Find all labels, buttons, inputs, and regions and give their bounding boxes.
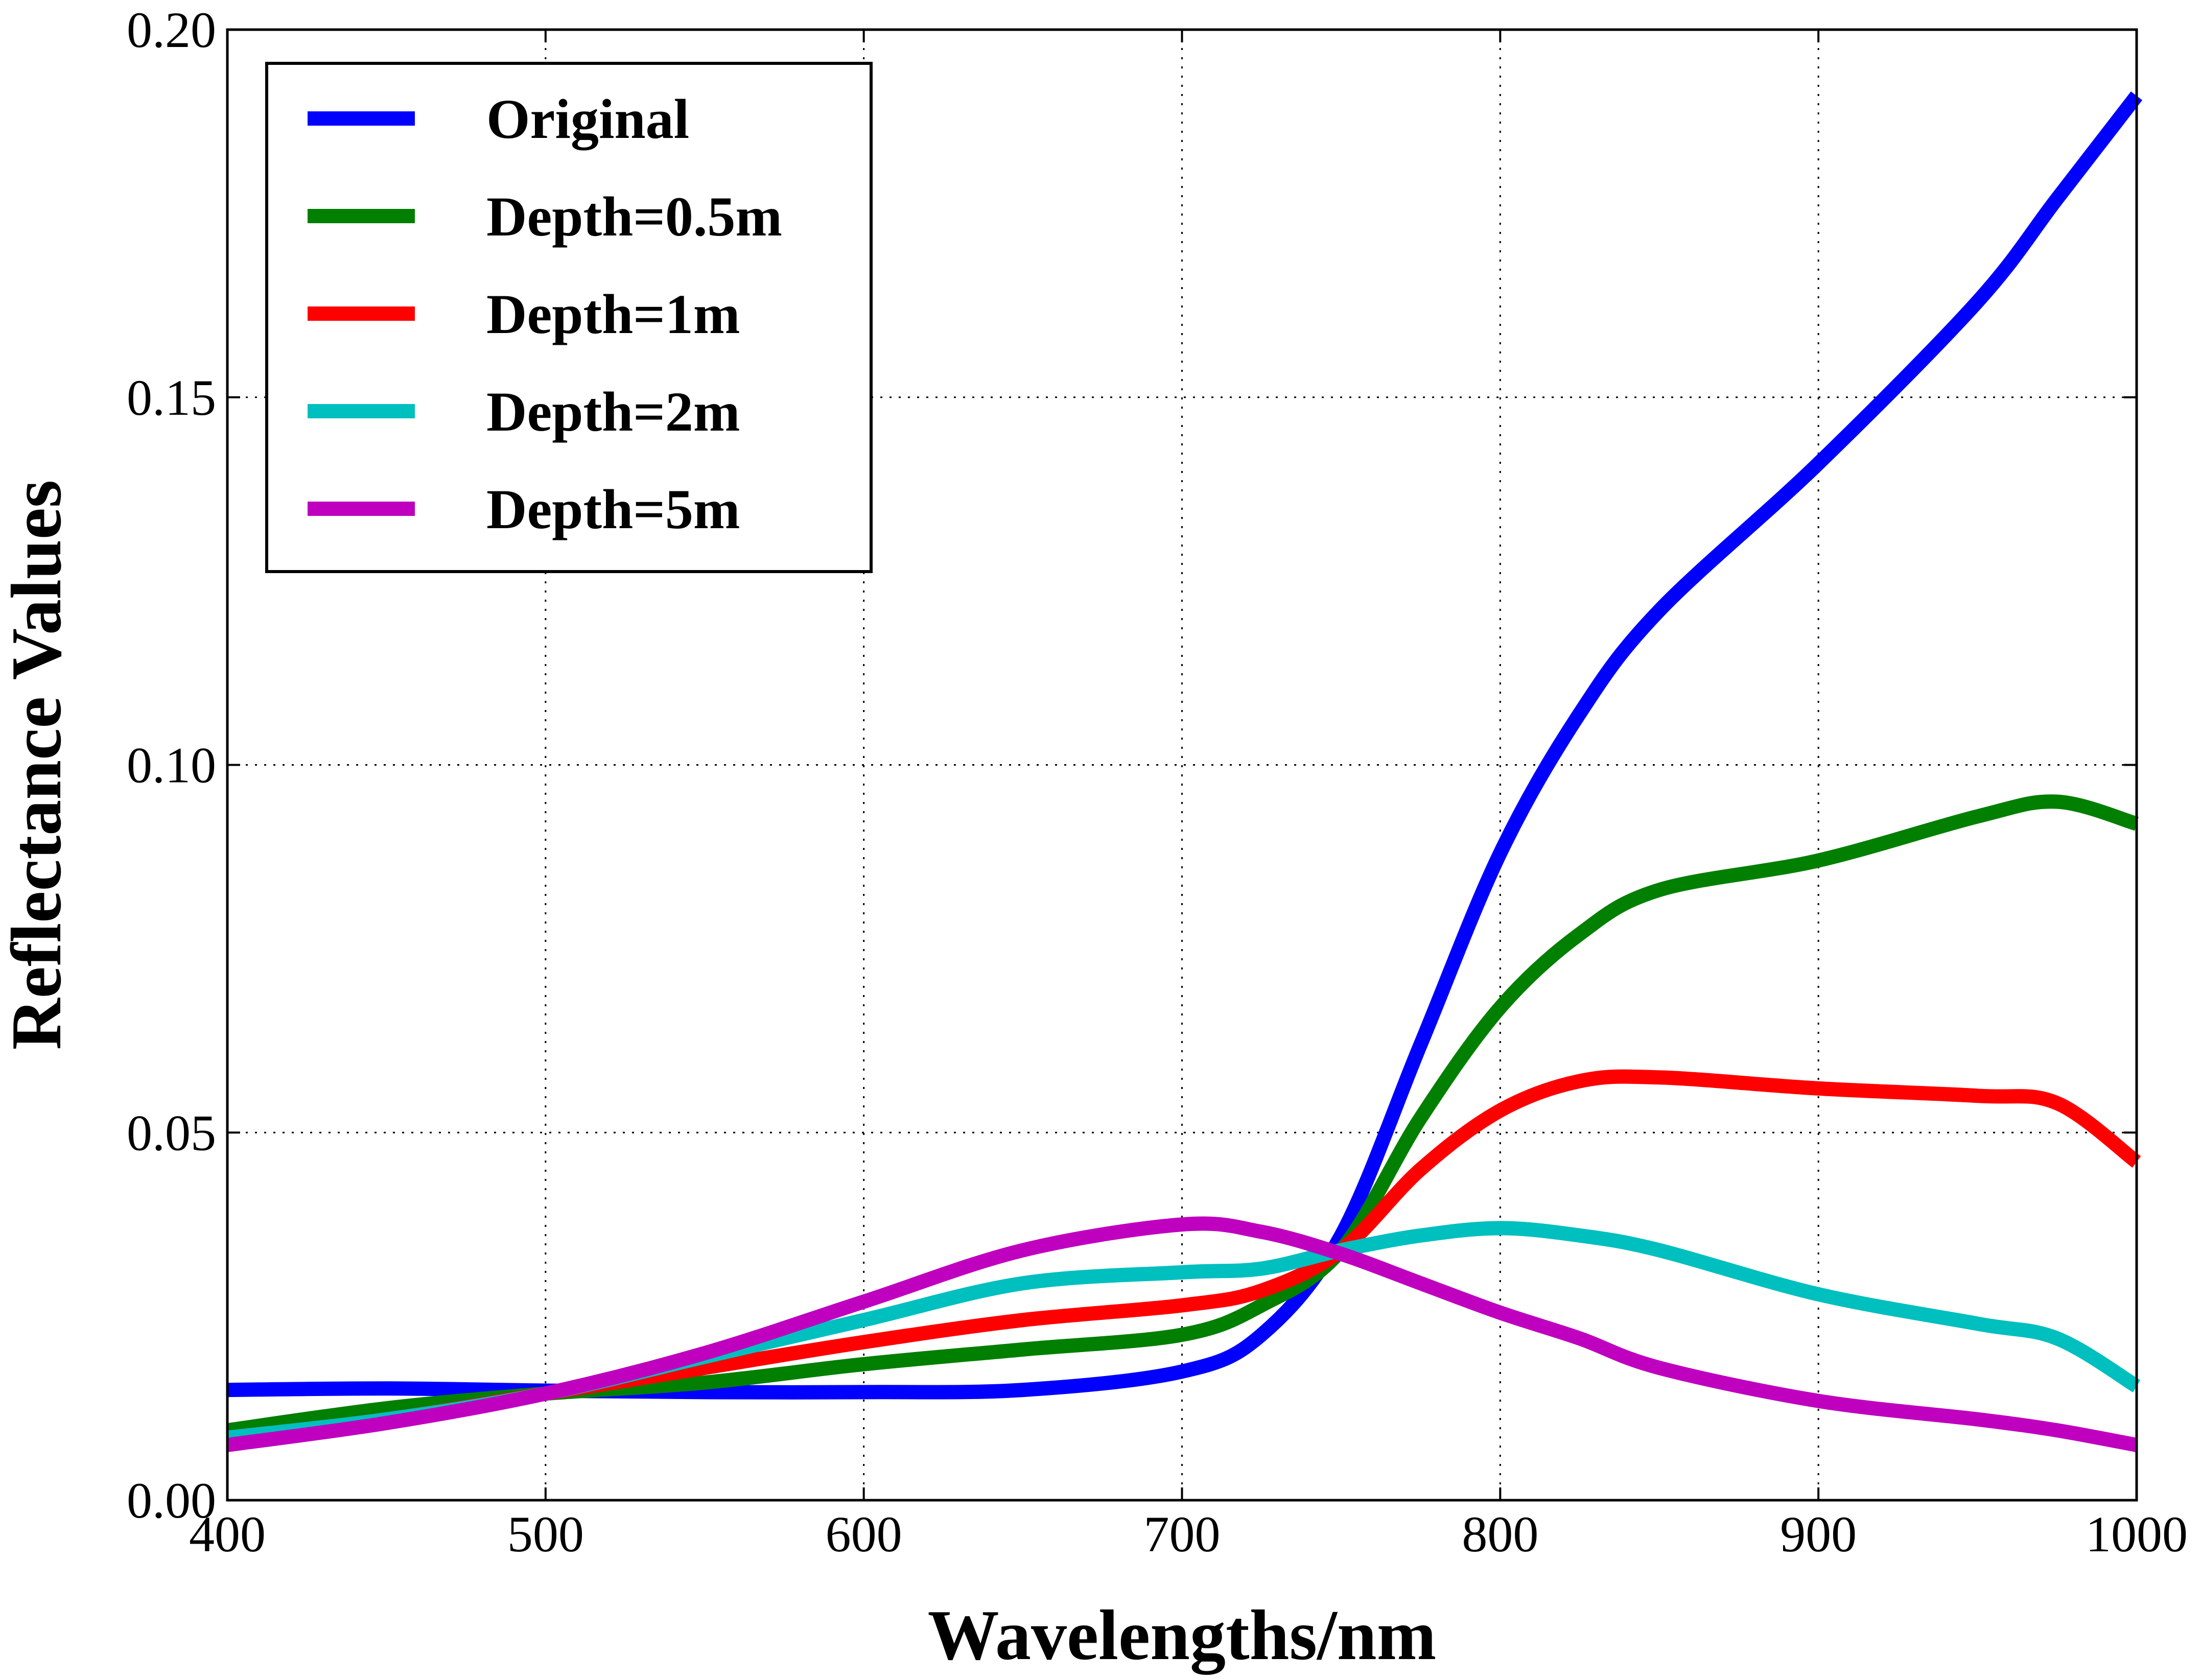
y-tick-label: 0.10	[127, 737, 216, 794]
grid-layer	[227, 30, 2137, 1500]
x-tick-label: 800	[1462, 1506, 1538, 1563]
x-tick-label: 900	[1780, 1506, 1857, 1563]
legend-label: Original	[486, 88, 689, 150]
legend-label: Depth=5m	[486, 478, 740, 540]
y-tick-label: 0.15	[127, 369, 216, 426]
legend-label: Depth=1m	[486, 283, 740, 345]
series-layer	[226, 91, 2143, 1452]
x-tick-label: 1000	[2086, 1506, 2188, 1563]
x-tick-label: 600	[826, 1506, 902, 1563]
x-axis-title: Wavelengths/nm	[928, 1596, 1437, 1675]
y-tick-label: 0.05	[127, 1104, 216, 1161]
x-tick-label: 400	[189, 1506, 266, 1563]
legend: Original Depth=0.5m Depth=1m Depth=2m Depth=…	[265, 62, 873, 573]
y-axis-title: Reflectance Values	[0, 480, 76, 1050]
series-line-depth-5m	[226, 1216, 2138, 1452]
x-tick-label: 700	[1144, 1506, 1221, 1563]
legend-label: Depth=0.5m	[486, 185, 782, 248]
y-tick-label: 0.20	[127, 2, 216, 58]
x-tick-label: 500	[507, 1506, 584, 1563]
legend-label: Depth=2m	[486, 381, 740, 443]
tick-layer: 400 500 600 700 800 900 1000 0.00 0.05 0.10 0.15 0.…	[127, 2, 2188, 1563]
y-tick-label: 0.00	[127, 1472, 216, 1529]
